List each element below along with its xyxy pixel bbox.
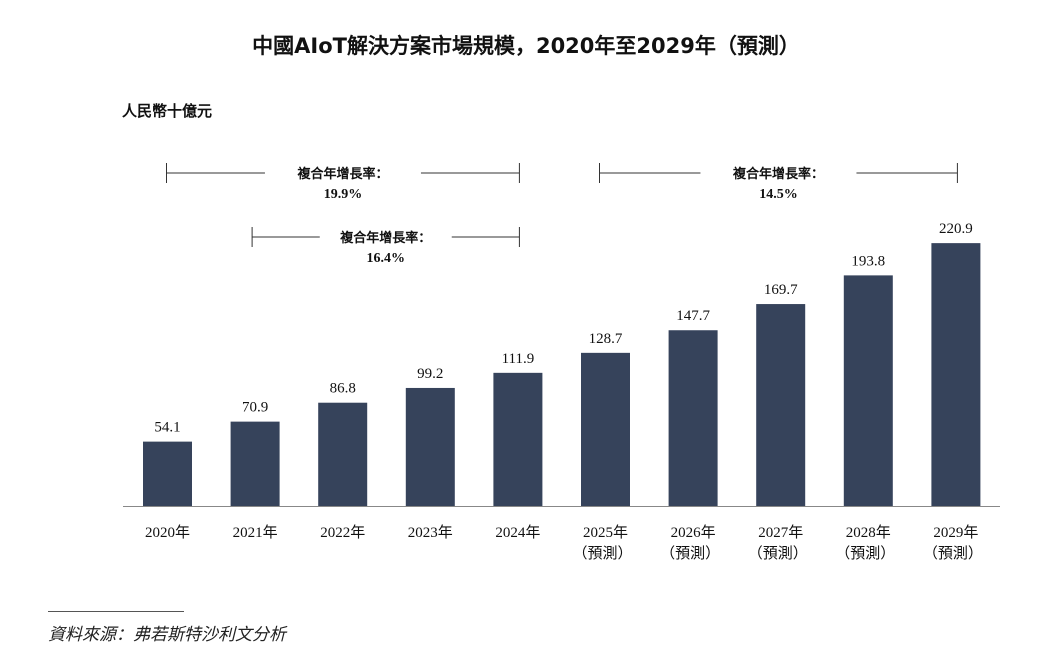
data-label: 111.9 (502, 351, 535, 367)
cagr-label: 複合年增長率： (732, 166, 824, 182)
chart-title: 中國AIoT解決方案市場規模，2020年至2029年（預測） (252, 34, 800, 58)
bar (493, 372, 543, 506)
bar (581, 352, 630, 506)
x-tick-sublabel: （預測） (835, 545, 895, 562)
x-tick-label: 2020年 (145, 524, 190, 541)
bar (405, 387, 455, 506)
x-tick-label: 2029年 (933, 524, 978, 541)
x-tick-sublabel: （預測） (748, 545, 808, 562)
x-tick-sublabel: （預測） (660, 545, 720, 562)
bar (931, 243, 981, 506)
bar (143, 441, 192, 506)
data-label: 54.1 (154, 420, 180, 436)
cagr-value: 16.4% (367, 251, 406, 266)
data-label: 220.9 (939, 221, 973, 237)
x-tick-label: 2025年 (583, 524, 628, 541)
bar (843, 275, 893, 506)
x-tick-sublabel: （預測） (923, 545, 983, 562)
cagr-label: 複合年增長率： (339, 230, 431, 246)
x-tick-label: 2026年 (671, 524, 716, 541)
bar (318, 402, 368, 506)
data-label: 86.8 (330, 381, 356, 397)
cagr-value: 19.9% (324, 187, 363, 202)
x-tick-label: 2021年 (233, 524, 278, 541)
data-label: 147.7 (676, 308, 710, 324)
x-tick-sublabel: （預測） (572, 545, 632, 562)
x-tick-label: 2024年 (495, 524, 540, 541)
bar (668, 330, 718, 506)
data-label: 169.7 (764, 282, 798, 298)
source-note: 資料來源：弗若斯特沙利文分析 (48, 625, 286, 645)
bar (230, 421, 280, 506)
source-divider (48, 611, 184, 612)
x-tick-label: 2023年 (408, 524, 453, 541)
data-label: 128.7 (589, 331, 623, 347)
data-label: 99.2 (417, 366, 443, 382)
data-label: 70.9 (242, 400, 268, 416)
x-tick-label: 2027年 (758, 524, 803, 541)
bar (756, 304, 806, 506)
y-axis-unit-label: 人民幣十億元 (122, 102, 213, 120)
bar-chart: 54.1 2020年 70.9 2021年 86.8 2022年 99.2 2023年 111.… (123, 163, 1000, 562)
cagr-value: 14.5% (759, 187, 798, 202)
cagr-label: 複合年增長率： (296, 166, 388, 182)
data-label: 193.8 (851, 253, 885, 269)
x-tick-label: 2028年 (846, 524, 891, 541)
x-tick-label: 2022年 (320, 524, 365, 541)
